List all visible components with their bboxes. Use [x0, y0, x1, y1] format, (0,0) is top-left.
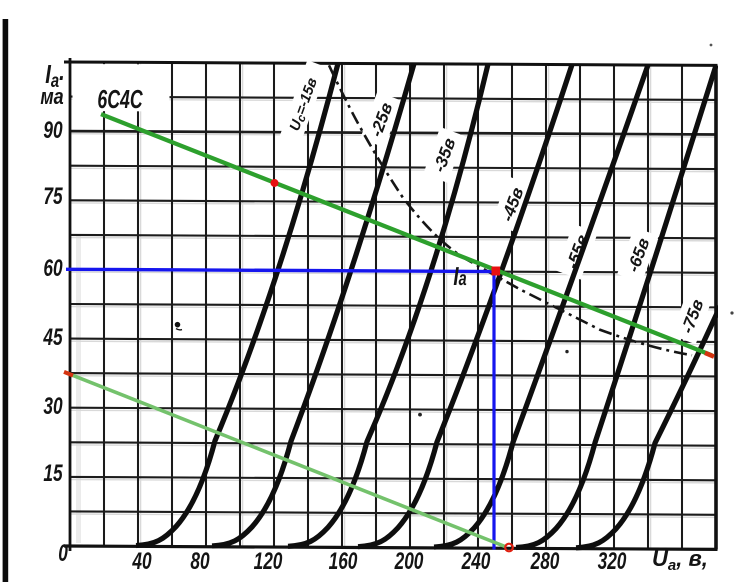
svg-text:Uа, в,: Uа, в, — [652, 546, 708, 574]
svg-text:45: 45 — [43, 324, 63, 350]
svg-text:75: 75 — [43, 183, 63, 209]
svg-text:120: 120 — [254, 548, 283, 574]
svg-text:280: 280 — [530, 548, 560, 574]
svg-text:0: 0 — [58, 540, 68, 566]
svg-text:30: 30 — [43, 393, 63, 419]
svg-text:240: 240 — [461, 548, 491, 574]
svg-text:200: 200 — [394, 548, 424, 574]
svg-text:15: 15 — [43, 460, 63, 486]
svg-text:Iа: Iа — [453, 261, 466, 291]
svg-text:40: 40 — [132, 548, 152, 574]
svg-text:80: 80 — [190, 548, 210, 574]
svg-text:90: 90 — [43, 117, 63, 143]
svg-text:Iа.: Iа. — [45, 57, 65, 92]
svg-text:6С4С: 6С4С — [97, 85, 143, 114]
svg-text:ма: ма — [40, 85, 63, 109]
svg-text:160: 160 — [329, 548, 358, 574]
svg-text:60: 60 — [43, 255, 63, 281]
svg-text:320: 320 — [598, 548, 627, 574]
